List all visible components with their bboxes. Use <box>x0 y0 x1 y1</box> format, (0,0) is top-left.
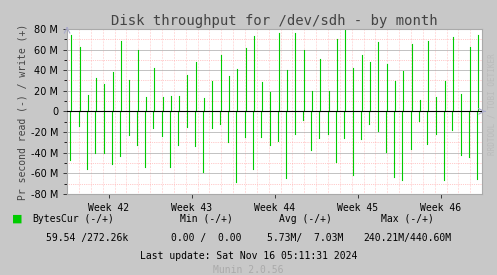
Text: 59.54 /272.26k: 59.54 /272.26k <box>46 233 128 243</box>
Y-axis label: Pr second read (-) / write (+): Pr second read (-) / write (+) <box>18 23 28 199</box>
Text: 0.00 /  0.00: 0.00 / 0.00 <box>171 233 242 243</box>
Text: ■: ■ <box>12 214 23 224</box>
Text: Bytes: Bytes <box>32 214 62 224</box>
Text: Avg (-/+): Avg (-/+) <box>279 214 332 224</box>
Text: Cur (-/+): Cur (-/+) <box>61 214 113 224</box>
Title: Disk throughput for /dev/sdh - by month: Disk throughput for /dev/sdh - by month <box>111 14 438 28</box>
Text: Max (-/+): Max (-/+) <box>381 214 434 224</box>
Text: 240.21M/440.60M: 240.21M/440.60M <box>363 233 452 243</box>
Text: Munin 2.0.56: Munin 2.0.56 <box>213 265 284 275</box>
Text: Last update: Sat Nov 16 05:11:31 2024: Last update: Sat Nov 16 05:11:31 2024 <box>140 251 357 261</box>
Text: RRDTOOL / TOBI OETIKER: RRDTOOL / TOBI OETIKER <box>487 54 496 155</box>
Text: 5.73M/  7.03M: 5.73M/ 7.03M <box>267 233 344 243</box>
Text: Min (-/+): Min (-/+) <box>180 214 233 224</box>
